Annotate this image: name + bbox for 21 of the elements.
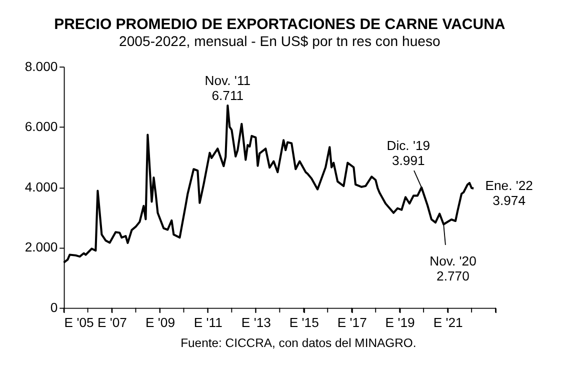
y-tick-label: 0 xyxy=(50,300,58,316)
x-tick-label: E '09 xyxy=(145,315,175,330)
chart-title: PRECIO PROMEDIO DE EXPORTACIONES DE CARNE VACUNA xyxy=(54,16,506,34)
chart-subtitle: 2005-2022, mensual - En US$ por tn res con hueso xyxy=(119,32,440,49)
annotation: Nov. '11 6.711 xyxy=(204,72,251,103)
y-tick-label: 4.000 xyxy=(24,179,58,194)
annotation: Nov. '20 2.770 xyxy=(430,254,476,284)
x-tick-label: E '11 xyxy=(194,315,222,330)
x-tick-label: E '05 xyxy=(64,315,94,330)
x-tick-label: E '07 xyxy=(97,315,127,330)
x-tick-label: E '19 xyxy=(385,315,415,330)
y-tick-label: 6.000 xyxy=(24,119,58,134)
x-tick-label: E '15 xyxy=(289,315,319,330)
y-tick-label: 8.000 xyxy=(24,58,58,74)
x-tick-label: E '17 xyxy=(337,315,367,330)
annotation: Dic. '19 3.991 xyxy=(386,138,430,168)
x-tick-label: E '21 xyxy=(433,315,463,330)
x-tick-label: E '13 xyxy=(241,315,271,330)
annotation: Ene. '22 3.974 xyxy=(485,178,533,208)
source-note: Fuente: CICCRA, con datos del MINAGRO. xyxy=(180,336,416,350)
y-tick-label: 2.000 xyxy=(24,240,58,255)
